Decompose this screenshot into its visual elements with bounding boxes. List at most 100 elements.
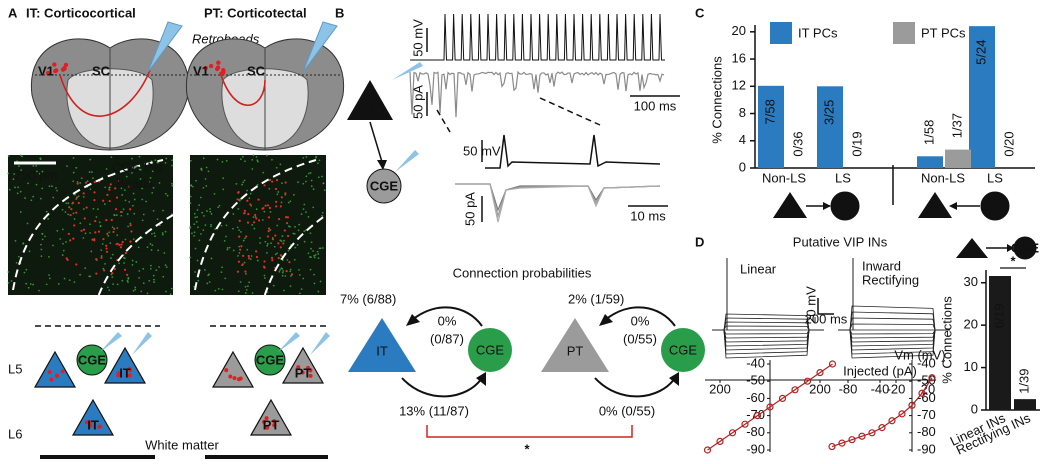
- cell-dot: [89, 158, 92, 161]
- cell-dot: [232, 249, 235, 252]
- iv-point: [803, 377, 812, 385]
- bead-dot: [93, 198, 96, 202]
- label: CGE: [256, 352, 285, 367]
- cell-dot: [303, 240, 306, 243]
- label: 50 mV: [410, 19, 425, 57]
- cell-dot: [289, 225, 291, 228]
- bead-dot: [285, 270, 288, 273]
- cell-dot: [149, 243, 152, 245]
- cell-dot: [284, 275, 287, 277]
- label: PC: [781, 201, 800, 216]
- cell-dot: [132, 238, 135, 241]
- cell-dot: [261, 219, 264, 221]
- cell-dot: [225, 235, 227, 238]
- cell-dot: [303, 230, 306, 233]
- cell-dot: [29, 283, 32, 285]
- bead-dot: [108, 199, 111, 203]
- value-label: 1/37: [949, 113, 964, 138]
- cell-dot: [73, 218, 76, 220]
- cell-dot: [264, 277, 266, 279]
- cell-dot: [169, 293, 172, 296]
- cell-dot: [132, 204, 134, 207]
- label: SC: [92, 63, 111, 78]
- cell-dot: [321, 214, 323, 217]
- cell-dot: [309, 171, 312, 174]
- cell-dot: [290, 275, 292, 277]
- cell-dot: [281, 182, 283, 185]
- y-tick-label: -80: [917, 424, 936, 439]
- cell-dot: [305, 180, 307, 183]
- cell-dot: [272, 284, 275, 287]
- cell-dot: [41, 170, 44, 173]
- cell-dot: [153, 232, 156, 235]
- bead-dot: [284, 181, 287, 184]
- cell-dot: [72, 212, 75, 215]
- cell-dot: [150, 249, 153, 251]
- panel-title: PT: Corticotectal: [204, 5, 307, 20]
- cell-dot: [255, 156, 258, 158]
- cell-dot: [38, 172, 41, 175]
- cell-dot: [316, 162, 319, 165]
- cell-dot: [65, 202, 68, 205]
- cell-dot: [27, 182, 29, 185]
- cell-dot: [161, 232, 164, 234]
- bead-dot: [77, 201, 80, 205]
- cell-dot: [245, 272, 247, 275]
- cell-dot: [312, 206, 315, 209]
- pipette: [395, 150, 419, 172]
- label: V1: [193, 63, 209, 78]
- cell-dot: [32, 283, 35, 286]
- cell-dot: [120, 214, 123, 217]
- bead-dot: [240, 245, 243, 248]
- cell-dot: [280, 240, 283, 243]
- connection-arrow: [604, 306, 676, 327]
- legend-swatch: [893, 22, 915, 44]
- bead-dot: [106, 193, 109, 196]
- interneuron: [661, 328, 705, 372]
- cell-dot: [208, 281, 211, 283]
- cell-dot: [62, 249, 65, 252]
- y-tick-label: 0: [739, 159, 746, 174]
- cell-dot: [102, 267, 105, 270]
- y-tick-label: -50: [917, 373, 936, 388]
- neuron: [281, 346, 325, 384]
- cell-dot: [74, 193, 76, 196]
- bead-dot: [243, 209, 246, 212]
- cell-dot: [16, 192, 19, 195]
- bead-dot: [82, 228, 86, 231]
- bead-dot: [84, 181, 88, 184]
- voltage-trace: [712, 329, 824, 359]
- cell-dot: [7, 154, 10, 157]
- bead-dot: [255, 250, 258, 253]
- cell-dot: [317, 290, 320, 293]
- cell-dot: [313, 254, 316, 257]
- cell-dot: [313, 282, 316, 285]
- cell-dot: [107, 235, 110, 237]
- bead: [60, 67, 66, 72]
- cell-dot: [210, 223, 212, 226]
- bead: [88, 420, 93, 425]
- neuron: [103, 346, 147, 384]
- legend-label: IT PCs: [798, 25, 838, 40]
- bead-dot: [75, 196, 79, 199]
- bead-dot: [264, 204, 267, 207]
- bead-dot: [91, 238, 94, 241]
- cell-dot: [302, 156, 305, 159]
- cell-dot: [120, 187, 123, 190]
- cell-dot: [322, 182, 325, 185]
- cell-dot: [226, 247, 229, 249]
- current-trace: [409, 70, 665, 118]
- bead: [305, 365, 310, 370]
- bead-dot: [85, 206, 88, 209]
- y-tick-label: -90: [917, 441, 936, 456]
- cell-dot: [313, 256, 316, 259]
- current-trace: [455, 183, 661, 219]
- cell-dot: [7, 271, 10, 273]
- cell-dot: [127, 225, 130, 228]
- iv-point: [848, 436, 856, 444]
- cell-dot: [112, 283, 114, 285]
- bead: [262, 419, 267, 424]
- bead-dot: [257, 219, 261, 222]
- bead: [264, 416, 269, 421]
- bead-dot: [72, 237, 75, 240]
